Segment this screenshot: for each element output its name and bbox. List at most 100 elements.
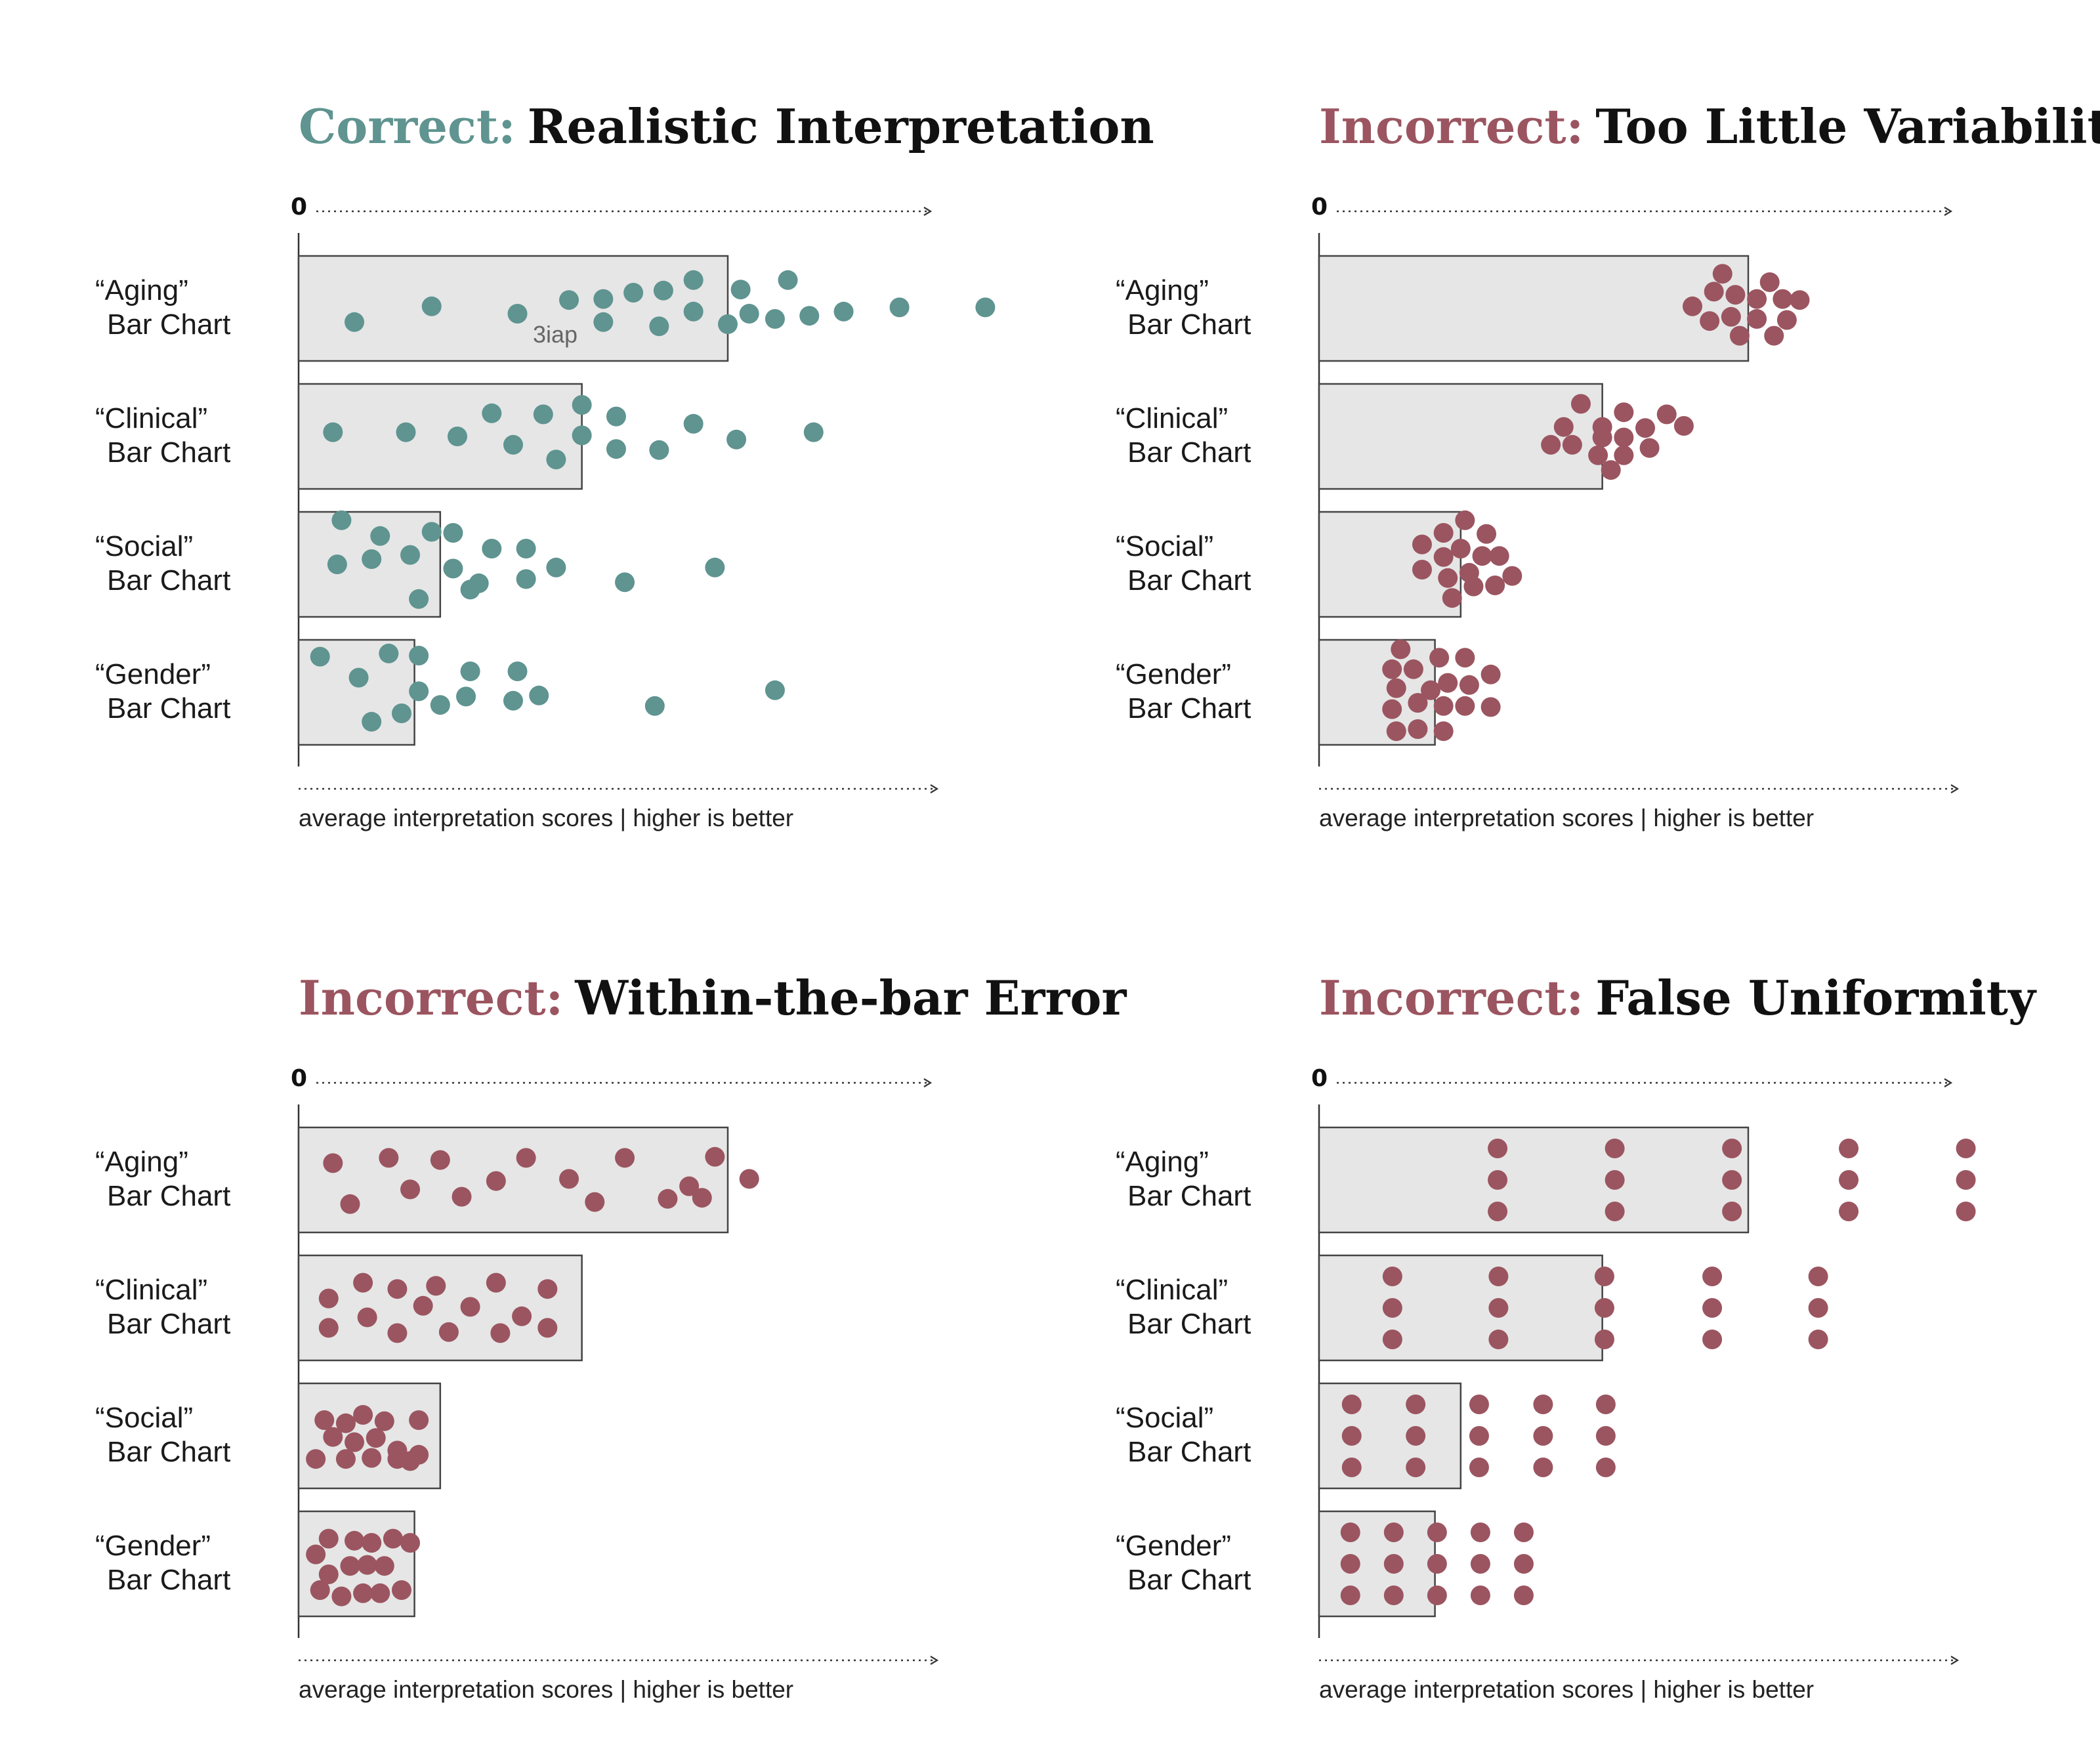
category-chart-type: Bar Chart [107,308,230,341]
data-point [1704,282,1724,302]
data-point [585,1192,605,1212]
title-prefix: Incorrect: [1319,98,1584,154]
data-point [340,1556,360,1576]
data-point [335,1449,356,1469]
data-point [323,422,343,442]
category-chart-type: Bar Chart [107,692,230,724]
category-name: “Gender” [1116,658,1231,690]
data-point [1595,1395,1616,1414]
category-chart-type: Bar Chart [1127,308,1251,341]
data-point [318,1318,339,1338]
chart-panel-1: Correct: Realistic Interpretation 0 average… [95,98,1154,831]
axis-zero-label: 0 [1311,194,1328,220]
data-point [1656,404,1677,425]
data-point [1433,696,1454,716]
x-axis-label: average interpretation scores | higher i… [1319,805,1814,831]
data-point [1605,1139,1625,1158]
data-point [331,1586,352,1606]
data-point [644,696,665,716]
data-point [1488,1267,1509,1286]
data-point [1808,1298,1828,1318]
data-point [653,280,673,301]
data-point [409,681,429,702]
x-axis-label: average interpretation scores | higher i… [1319,1676,1814,1703]
data-point [516,539,536,558]
title-rest: Realistic Interpretation [528,98,1154,154]
category-name: “Gender” [95,658,211,690]
data-point [615,1148,635,1168]
data-point [739,304,759,324]
data-point [314,1410,335,1430]
data-point [1489,546,1509,566]
data-point [1480,697,1501,717]
category-label: “Clinical” Bar Chart [1116,1274,1251,1340]
data-point [370,526,390,546]
data-point [1533,1458,1553,1477]
data-point [1406,1426,1426,1446]
data-point [421,522,442,542]
category-chart-type: Bar Chart [1127,1436,1251,1468]
category-chart-type: Bar Chart [1127,564,1251,597]
data-point [1382,699,1402,719]
data-point [1614,402,1634,423]
data-point [362,1448,382,1468]
data-point [391,704,411,723]
data-point [1455,648,1475,668]
data-point [975,297,996,318]
title-rest: False Uniformity [1595,970,2037,1026]
data-point [345,1432,365,1452]
data-point [649,316,669,337]
watermark-note: 3iap [533,321,578,348]
data-point [529,685,549,705]
data-point [1562,434,1582,455]
category-chart-type: Bar Chart [1127,436,1251,469]
data-point [1455,696,1475,716]
data-point [430,695,450,715]
data-point [469,573,489,593]
data-point [572,395,592,415]
data-point [1450,539,1471,558]
data-point [1553,417,1574,437]
data-point [383,1528,403,1549]
data-point [1433,547,1454,567]
data-point [1382,1330,1402,1349]
data-point [1438,568,1458,588]
data-point [1470,1522,1490,1542]
data-point [353,1405,373,1425]
data-point [1721,306,1741,327]
data-point [1429,648,1450,668]
axis-zero-label: 0 [291,1065,307,1092]
data-point [572,425,592,446]
data-point [1488,1298,1509,1318]
data-point [1421,680,1441,700]
data-point [357,1555,377,1575]
data-point [1594,1330,1614,1349]
data-point [310,646,330,667]
data-point [1639,438,1660,458]
data-point [1438,673,1458,693]
data-point [1956,1139,1976,1158]
data-point [1635,418,1656,438]
data-point [1433,721,1454,742]
chart-panel-4: Incorrect: False Uniformity 0 average inter… [1116,970,2037,1703]
category-chart-type: Bar Chart [1127,692,1251,724]
bar [1318,1126,1750,1234]
data-point [1442,588,1462,608]
data-point [718,314,738,334]
data-point [409,1410,429,1430]
category-chart-type: Bar Chart [107,1308,230,1340]
data-point [1477,524,1497,544]
data-point [1592,427,1612,448]
data-point [400,1179,421,1200]
category-label: “Social” Bar Chart [1116,530,1251,597]
data-point [1702,1298,1723,1318]
data-point [323,1427,343,1447]
category-label: “Aging” Bar Chart [1116,1146,1251,1212]
data-point [400,545,421,565]
data-point [396,422,416,442]
category-label: “Social” Bar Chart [95,1402,230,1468]
data-point [1408,693,1428,713]
data-point [306,1449,326,1469]
data-point [1513,1554,1534,1574]
category-label: “Social” Bar Chart [1116,1402,1251,1468]
